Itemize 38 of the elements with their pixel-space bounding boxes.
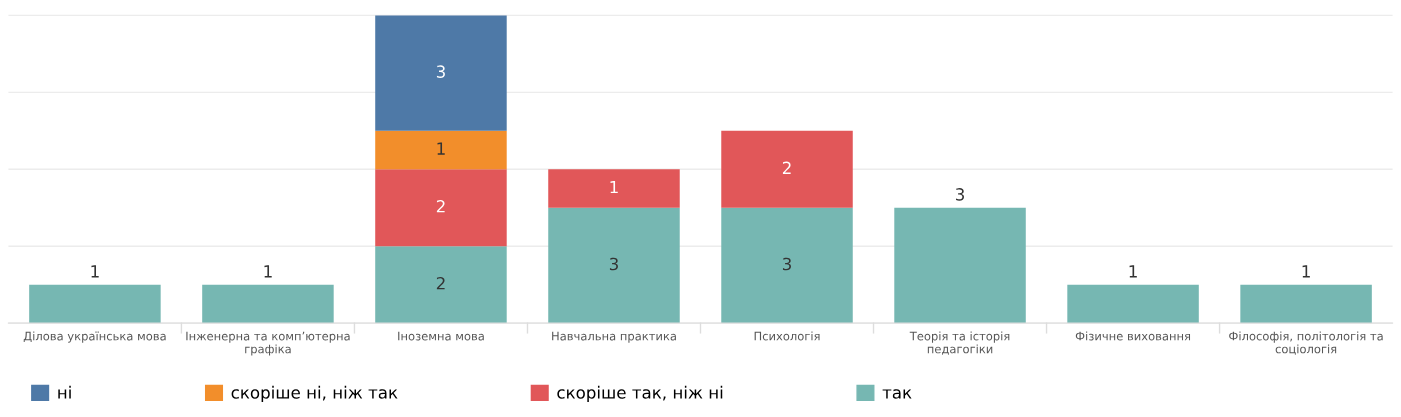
data-label: 3 [436,65,445,78]
data-label: 2 [436,276,445,290]
bar [375,169,507,247]
bar [548,207,680,324]
bar [548,169,680,208]
legend-label: так [882,389,912,399]
data-label: 1 [610,180,618,194]
data-label: 3 [609,257,618,271]
bar [721,207,853,324]
x-tick-label: Фізичне виховання [1075,331,1191,341]
data-label: 1 [437,142,445,155]
legend-label: скоріше ні, ніж так [231,385,398,402]
bar [202,284,334,324]
data-label: 2 [436,199,445,213]
bar [375,246,507,324]
bar [894,207,1026,324]
x-tick-label: Іноземна мова [398,331,484,341]
bar [375,15,507,131]
data-label: 1 [91,265,99,278]
data-label: 1 [264,265,272,278]
data-label: 1 [1302,265,1310,278]
bar [1240,284,1372,324]
data-label: 3 [956,188,964,201]
data-label: 2 [782,161,791,174]
x-tick-label: Теорія та історія педагогіки [909,331,1010,355]
bar [1067,284,1199,324]
bar [29,284,161,324]
x-tick-label: Психологія [754,331,820,341]
data-label: 3 [782,257,791,271]
legend-label: ні [58,385,71,399]
data-label: 1 [1129,265,1137,278]
bar [375,130,507,170]
bar [721,130,853,208]
x-tick-label: Навчальна практика [552,331,676,343]
x-tick-label: Інженерна та комп’ютерна графіка [186,331,350,356]
x-tick-label: Філософія, політологія та соціологія [1229,331,1383,355]
x-tick-label: Ділова українська мова [23,331,166,343]
legend-label: скоріше так, ніж ні [557,385,723,402]
